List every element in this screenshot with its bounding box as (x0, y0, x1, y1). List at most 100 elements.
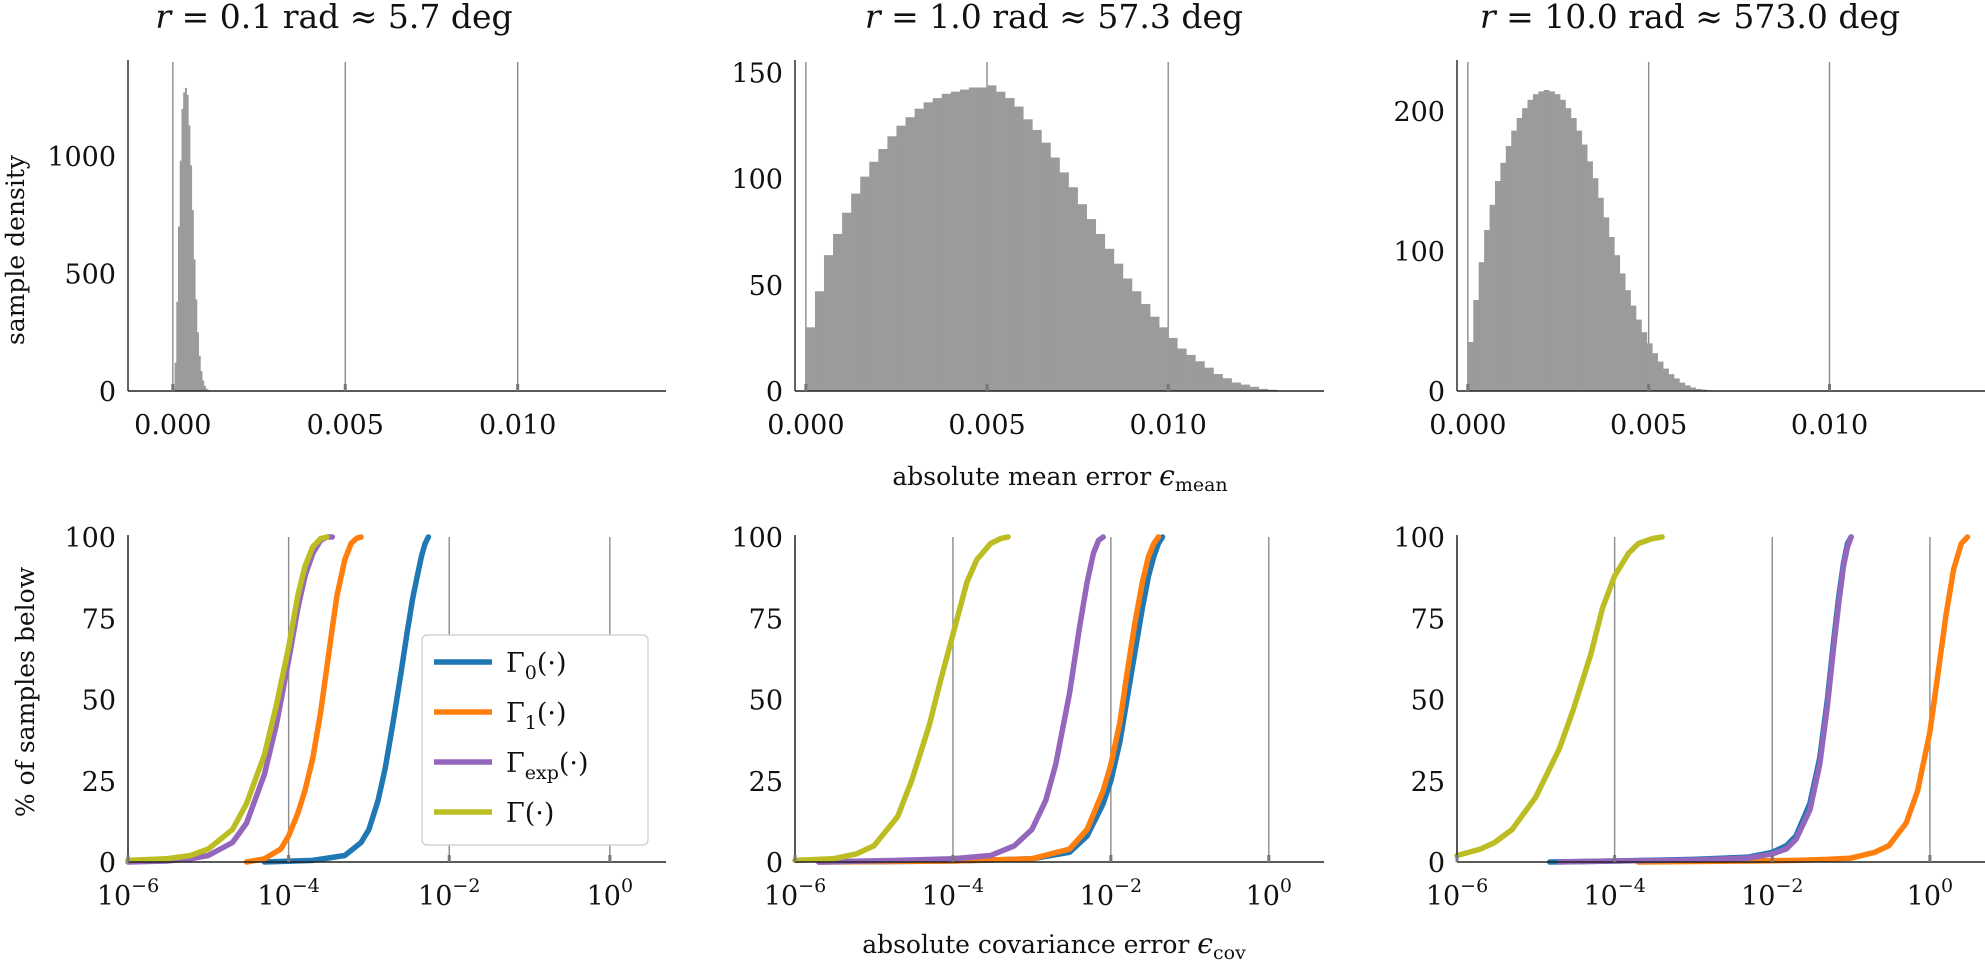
cdf-series-gammaexp (1556, 534, 1854, 865)
histogram-bar (1195, 361, 1205, 391)
histogram-bar (1505, 146, 1512, 391)
histogram-bar (1177, 348, 1187, 391)
histogram-bar (1532, 94, 1539, 391)
title-var: r (155, 0, 173, 36)
histogram-bar (1636, 319, 1642, 391)
histogram-bar (1159, 327, 1169, 391)
histogram-bar (996, 91, 1006, 391)
histogram-bar (1598, 197, 1604, 391)
histogram-bar (1538, 91, 1545, 392)
histogram-bar (1560, 99, 1566, 392)
y-tick-label: 50 (749, 271, 783, 302)
x-tick-label: 100 (1907, 875, 1953, 912)
panel-title-r-0.1: r = 0.1 rad ≈ 5.7 deg (155, 0, 512, 36)
histogram-bar (1122, 278, 1133, 391)
histogram-bar (1032, 129, 1042, 391)
y-tick-label: 0 (1428, 848, 1445, 879)
tick-exponent: −4 (956, 875, 984, 897)
histogram-bar (814, 291, 825, 391)
histogram-bar (842, 212, 852, 391)
histogram-bar (1249, 386, 1260, 391)
xlabel-mean-error: absolute mean error ϵmean (892, 459, 1227, 496)
x-tick-label: 0.010 (479, 410, 556, 441)
cdf-series-gamma1 (816, 534, 1162, 865)
histogram-bar (959, 89, 970, 391)
histogram-bar (1258, 388, 1269, 391)
histogram-bar (1023, 119, 1033, 391)
xlabel-cov-error-sub: cov (1213, 942, 1246, 960)
cdf-series-gammaexp (816, 534, 1106, 865)
cdf-series-gamma1 (243, 534, 364, 865)
legend-arg: (·) (537, 648, 567, 679)
tick-exponent: 0 (1280, 875, 1292, 897)
y-tick-label: 25 (82, 767, 116, 798)
x-tick-label: 10−2 (418, 875, 480, 912)
tick-base: 10 (1583, 881, 1617, 912)
x-tick-label: 100 (1246, 875, 1292, 912)
histogram-bar (1587, 161, 1593, 391)
legend-arg: (·) (537, 698, 567, 729)
y-tick-label: 100 (731, 165, 783, 196)
histogram-bar (1068, 187, 1078, 391)
tick-base: 10 (587, 881, 621, 912)
y-tick-label: 0 (766, 848, 783, 879)
title-var: r (865, 0, 883, 36)
x-tick-label: 0.005 (948, 410, 1025, 441)
x-tick-label: 0.000 (1429, 410, 1506, 441)
histogram-bar (203, 385, 206, 391)
histogram-bar (987, 85, 997, 391)
xlabel-cov-error-symbol: ϵ (1197, 927, 1213, 960)
histogram-bar (200, 371, 203, 391)
histogram-bar (1150, 316, 1160, 391)
histogram-bar (198, 355, 201, 391)
x-tick-label: 10−6 (1426, 875, 1488, 912)
histogram-bar (950, 91, 961, 391)
hist-panel-r-0.1: 0.000 0.005 0.010 0 500 1000 (47, 60, 666, 441)
histogram-bar (1592, 178, 1599, 391)
histogram-bar (1131, 291, 1142, 391)
histogram-bar (1204, 367, 1214, 391)
cdf-series-gamma0 (261, 534, 432, 865)
tick-base: 10 (764, 881, 798, 912)
histogram-bar (1522, 108, 1528, 391)
histogram-bar (186, 94, 189, 392)
ylabel-sample-density: sample density (1, 154, 30, 345)
tick-exponent: −6 (798, 875, 826, 897)
y-tick-label: 100 (64, 523, 116, 554)
histogram-bar (968, 87, 979, 391)
histogram-bar (1652, 353, 1659, 391)
tick-base: 10 (418, 881, 452, 912)
title-rest: = 0.1 rad ≈ 5.7 deg (171, 0, 513, 36)
histogram-bar (1077, 204, 1087, 391)
tick-exponent: 0 (621, 875, 633, 897)
y-tick-label: 50 (749, 686, 783, 717)
tick-base: 10 (922, 881, 956, 912)
histogram-bar (1213, 374, 1223, 391)
histogram-bar (178, 226, 181, 391)
histogram-bar (1014, 106, 1024, 392)
histogram-bar (941, 93, 952, 391)
histogram-bar (1646, 343, 1653, 391)
histogram-bar (851, 193, 861, 391)
tick-base: 10 (1246, 881, 1280, 912)
histogram-bar (195, 299, 198, 391)
histogram-bar (1554, 94, 1561, 391)
histogram-bar (1494, 181, 1501, 391)
tick-exponent: −2 (1775, 875, 1803, 897)
histogram-bar (1467, 342, 1474, 391)
histogram-bar (1619, 273, 1626, 391)
histogram-bar (860, 176, 870, 391)
xlabel-mean-error-sub: mean (1175, 474, 1228, 496)
hist-panel-r-1.0: 0.000 0.005 0.010 0 50 100 150 (731, 59, 1324, 441)
x-tick-label: 0.010 (1791, 410, 1868, 441)
panel-title-r-10.0: r = 10.0 rad ≈ 573.0 deg (1480, 0, 1900, 36)
histogram-bar (932, 98, 943, 392)
histogram-bar (1576, 130, 1583, 391)
xlabel-mean-error-symbol: ϵ (1159, 459, 1175, 492)
histogram-bar (1603, 217, 1610, 391)
histogram-bar (191, 210, 194, 391)
tick-base: 10 (97, 881, 131, 912)
histogram-bar (1240, 384, 1251, 391)
histogram-bar (1484, 230, 1490, 391)
histogram-bar (1527, 99, 1534, 392)
